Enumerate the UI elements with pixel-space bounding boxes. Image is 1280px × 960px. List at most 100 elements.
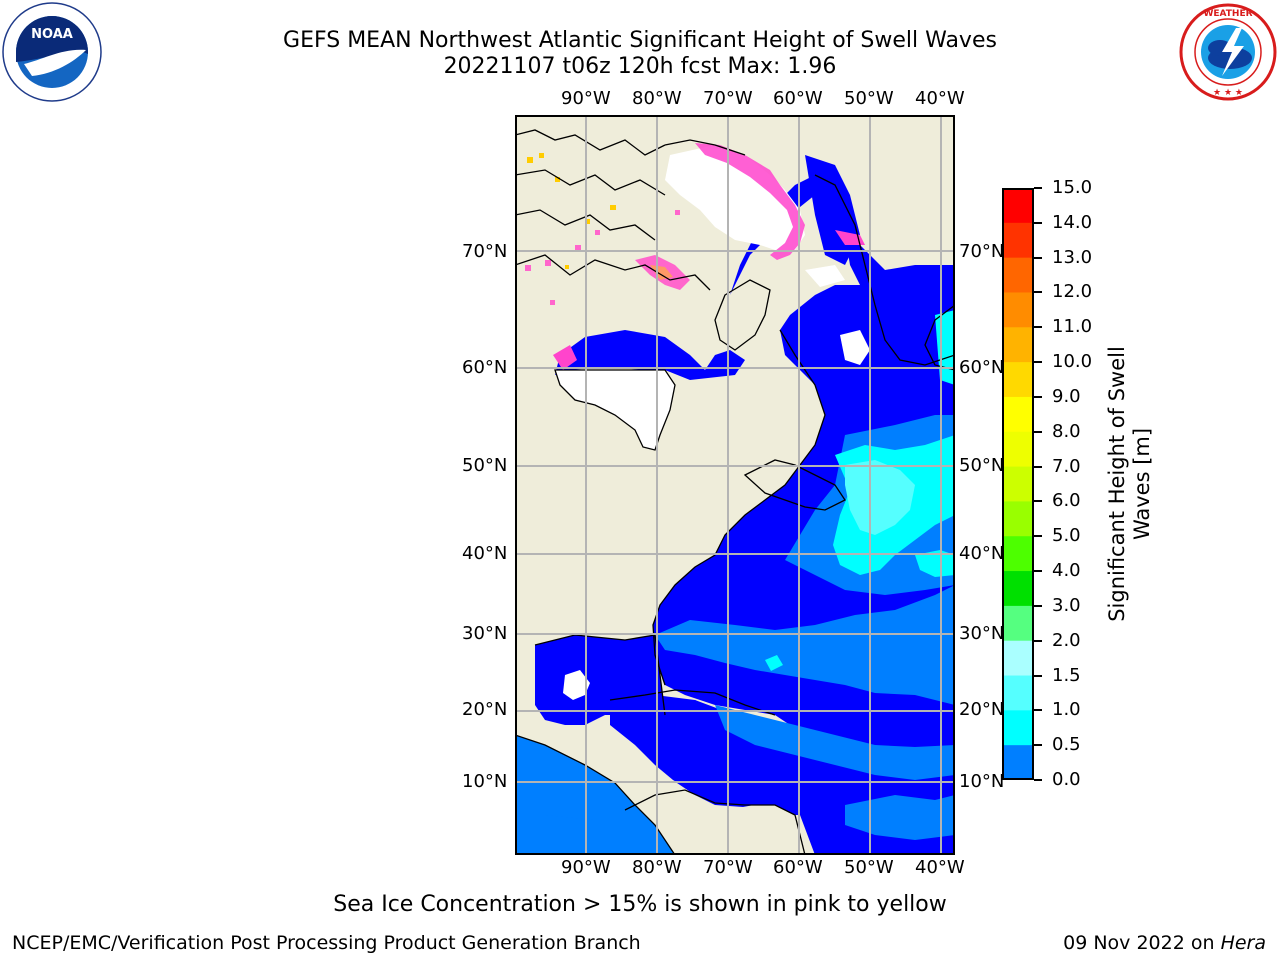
colorbar-label: Significant Height of Swell Waves [m] [1102,188,1158,780]
colorbar-tick-mark [1034,395,1042,398]
colorbar-tick-mark [1034,361,1042,364]
colorbar-tick-mark [1034,430,1042,433]
footer-host: Hera [1220,932,1266,954]
lat-label-right-20n: 20°N [959,699,1005,720]
colorbar-segment [1002,222,1034,259]
lat-label-left-20n: 20°N [462,699,508,720]
lon-label-bottom-60w: 60°W [773,857,823,878]
colorbar-segment [1002,675,1034,711]
colorbar-segment [1002,501,1034,537]
colorbar-tick-label: 1.5 [1052,664,1081,686]
nws-logo: WEATHER ★ ★ ★ [1178,2,1278,102]
footer-left: NCEP/EMC/Verification Post Processing Pr… [12,932,641,954]
lon-label-bottom-70w: 70°W [703,857,753,878]
lat-label-right-30n: 30°N [959,623,1005,644]
colorbar-tick-label: 11.0 [1052,316,1093,338]
lat-label-left-50n: 50°N [462,455,508,476]
lon-label-top-50w: 50°W [844,88,894,109]
graticule [515,115,955,855]
swell-band-south [655,585,955,705]
lon-label-top-80w: 80°W [632,88,682,109]
colorbar-segment [1002,536,1034,572]
colorbar-tick-label: 4.0 [1052,560,1081,582]
lat-label-right-70n: 70°N [959,241,1005,262]
colorbar-tick-label: 7.0 [1052,455,1081,477]
colorbar-segment [1002,710,1034,746]
page-title: GEFS MEAN Northwest Atlantic Significant… [283,28,997,53]
lat-label-right-60n: 60°N [959,357,1005,378]
colorbar-tick-label: 14.0 [1052,211,1093,233]
lon-label-bottom-50w: 50°W [844,857,894,878]
colorbar-tick-label: 10.0 [1052,351,1093,373]
colorbar-tick-mark [1034,570,1042,573]
colorbar-tick-mark [1034,500,1042,503]
lat-label-right-50n: 50°N [959,455,1005,476]
lon-label-bottom-80w: 80°W [632,857,682,878]
footer-date: 09 Nov 2022 on [1063,932,1221,954]
lat-label-left-60n: 60°N [462,357,508,378]
colorbar-tick-label: 12.0 [1052,281,1093,303]
colorbar-tick-mark [1034,326,1042,329]
colorbar-segment [1002,396,1034,433]
colorbar-segment [1002,188,1034,224]
lon-label-bottom-90w: 90°W [561,857,611,878]
colorbar-tick-mark [1034,639,1042,642]
colorbar-segment [1002,257,1034,293]
lon-label-top-60w: 60°W [773,88,823,109]
page-subtitle: 20221107 t06z 120h fcst Max: 1.96 [443,54,837,79]
colorbar-tick-mark [1034,709,1042,712]
colorbar-tick-mark [1034,744,1042,747]
colorbar-tick-label: 8.0 [1052,420,1081,442]
colorbar-segment [1002,640,1034,677]
colorbar-segment [1002,571,1034,607]
noaa-logo: NOAA [2,2,102,102]
colorbar-tick-mark [1034,535,1042,538]
colorbar-tick-mark [1034,779,1042,781]
lat-label-right-40n: 40°N [959,543,1005,564]
colorbar-tick-mark [1034,221,1042,224]
lat-label-left-30n: 30°N [462,623,508,644]
noaa-logo-text: NOAA [31,27,73,42]
colorbar-tick-label: 1.0 [1052,699,1081,721]
colorbar-tick-label: 15.0 [1052,177,1093,198]
map-frame [515,115,955,855]
lon-label-top-90w: 90°W [561,88,611,109]
colorbar-segment [1002,431,1034,468]
colorbar-tick-label: 0.0 [1052,769,1081,790]
sea-ice-note: Sea Ice Concentration > 15% is shown in … [333,892,947,917]
footer-right: 09 Nov 2022 on Hera [1063,932,1266,954]
lon-label-top-40w: 40°W [915,88,965,109]
colorbar-tick-label: 3.0 [1052,594,1081,616]
lat-label-left-40n: 40°N [462,543,508,564]
colorbar-segment [1002,605,1034,642]
colorbar-segment [1002,327,1034,363]
lat-label-right-10n: 10°N [959,771,1005,792]
ocean-baffin [730,175,955,365]
map-panel [515,115,955,855]
svg-text:★ ★ ★: ★ ★ ★ [1213,88,1243,98]
colorbar-tick-label: 13.0 [1052,246,1093,268]
colorbar-tick-label: 5.0 [1052,525,1081,547]
map-svg [515,115,955,855]
colorbar-tick-label: 0.5 [1052,734,1081,756]
colorbar-segment [1002,745,1034,781]
colorbar-tick-label: 2.0 [1052,629,1081,651]
colorbar-label-line1: Significant Height of Swell [1105,346,1129,622]
colorbar-segment [1002,362,1034,398]
colorbar-segment [1002,292,1034,328]
colorbar-svg [1002,188,1034,781]
lon-label-top-70w: 70°W [703,88,753,109]
lat-label-left-70n: 70°N [462,241,508,262]
colorbar-tick-label: 9.0 [1052,385,1081,407]
colorbar-segment [1002,466,1034,502]
colorbar-tick-mark [1034,291,1042,294]
colorbar-tick-mark [1034,465,1042,468]
colorbar-frame [1002,188,1034,780]
svg-text:WEATHER: WEATHER [1203,9,1252,19]
sea-ice-field [665,145,805,250]
colorbar-tick-mark [1034,604,1042,607]
lat-label-left-10n: 10°N [462,771,508,792]
colorbar-tick-label: 6.0 [1052,490,1081,512]
colorbar-tick-mark [1034,187,1042,189]
colorbar-tick-mark [1034,256,1042,259]
